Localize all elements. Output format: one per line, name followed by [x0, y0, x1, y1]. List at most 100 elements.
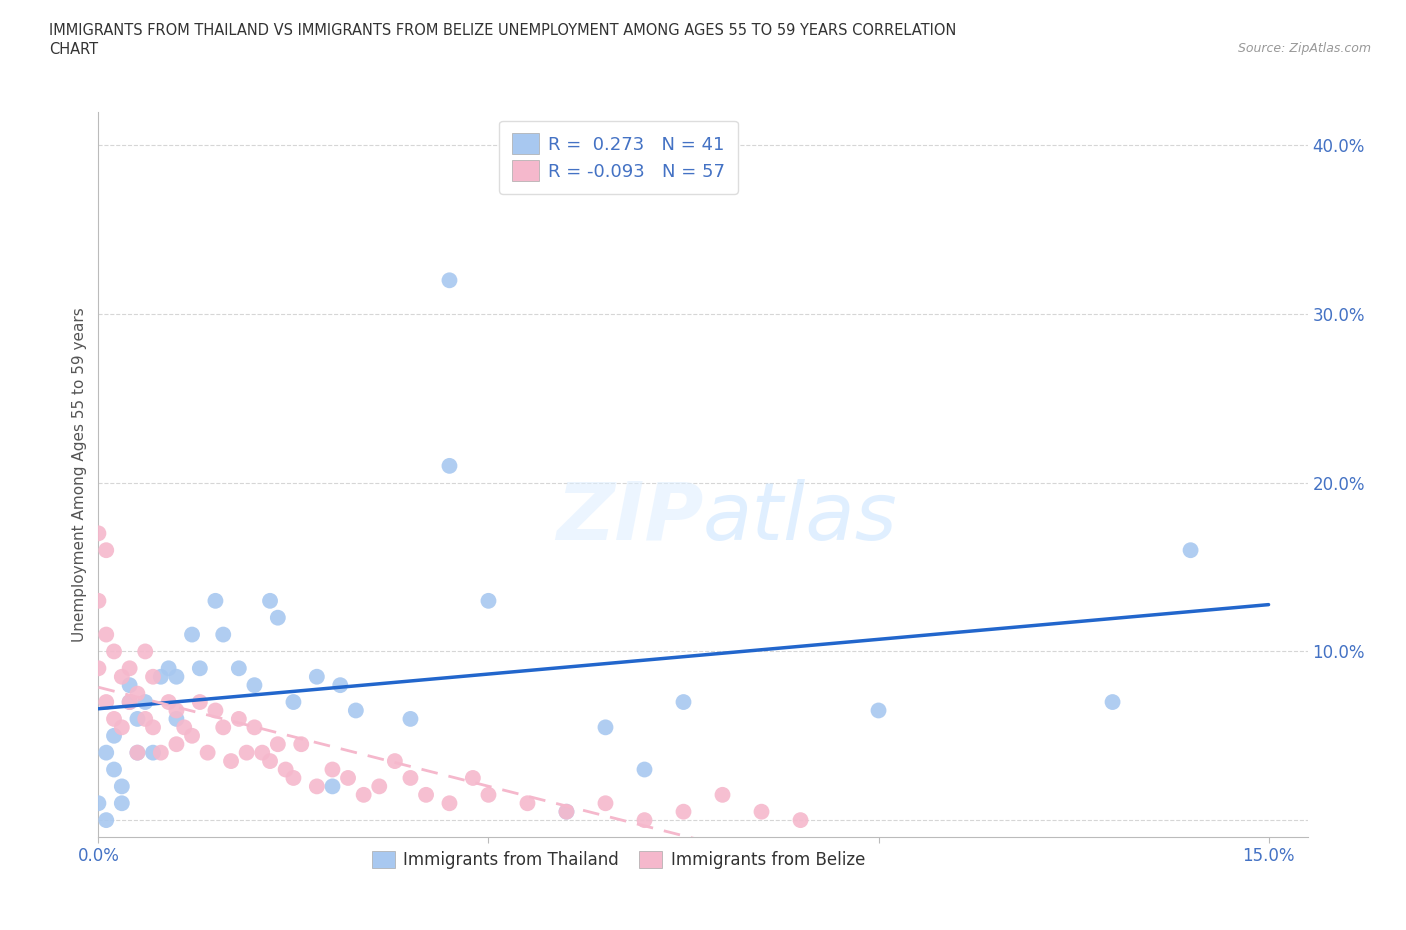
- Point: [672, 695, 695, 710]
- Point: [127, 711, 149, 726]
- Point: [142, 720, 165, 735]
- Point: [595, 720, 617, 735]
- Point: [188, 695, 211, 710]
- Point: [344, 703, 367, 718]
- Point: [274, 762, 297, 777]
- Point: [127, 745, 149, 760]
- Point: [165, 711, 187, 726]
- Point: [181, 627, 204, 642]
- Point: [633, 813, 655, 828]
- Point: [555, 804, 578, 819]
- Text: atlas: atlas: [703, 479, 898, 557]
- Point: [555, 804, 578, 819]
- Point: [477, 788, 499, 803]
- Point: [165, 737, 187, 751]
- Point: [228, 661, 250, 676]
- Point: [118, 678, 141, 693]
- Point: [868, 703, 890, 718]
- Point: [149, 745, 172, 760]
- Point: [219, 753, 242, 768]
- Point: [87, 525, 110, 540]
- Point: [290, 737, 312, 751]
- Point: [305, 670, 328, 684]
- Point: [118, 695, 141, 710]
- Point: [165, 670, 187, 684]
- Point: [399, 711, 422, 726]
- Point: [142, 745, 165, 760]
- Point: [267, 610, 290, 625]
- Point: [751, 804, 773, 819]
- Point: [111, 670, 134, 684]
- Point: [111, 779, 134, 794]
- Point: [157, 661, 180, 676]
- Point: [283, 771, 305, 786]
- Point: [305, 779, 328, 794]
- Point: [149, 670, 172, 684]
- Point: [711, 788, 734, 803]
- Y-axis label: Unemployment Among Ages 55 to 59 years: Unemployment Among Ages 55 to 59 years: [72, 307, 87, 642]
- Point: [118, 695, 141, 710]
- Point: [127, 745, 149, 760]
- Point: [243, 678, 266, 693]
- Point: [96, 745, 118, 760]
- Point: [337, 771, 360, 786]
- Point: [228, 711, 250, 726]
- Point: [415, 788, 437, 803]
- Point: [127, 686, 149, 701]
- Point: [353, 788, 375, 803]
- Point: [516, 796, 538, 811]
- Point: [259, 753, 281, 768]
- Point: [235, 745, 257, 760]
- Point: [789, 813, 811, 828]
- Point: [142, 670, 165, 684]
- Point: [321, 779, 343, 794]
- Point: [212, 720, 235, 735]
- Point: [134, 695, 156, 710]
- Point: [477, 593, 499, 608]
- Point: [252, 745, 274, 760]
- Point: [96, 695, 118, 710]
- Text: CHART: CHART: [49, 42, 98, 57]
- Point: [87, 796, 110, 811]
- Point: [1101, 695, 1123, 710]
- Point: [439, 272, 461, 287]
- Point: [103, 762, 125, 777]
- Point: [439, 796, 461, 811]
- Point: [103, 644, 125, 658]
- Point: [134, 644, 156, 658]
- Point: [267, 737, 290, 751]
- Point: [595, 796, 617, 811]
- Text: IMMIGRANTS FROM THAILAND VS IMMIGRANTS FROM BELIZE UNEMPLOYMENT AMONG AGES 55 TO: IMMIGRANTS FROM THAILAND VS IMMIGRANTS F…: [49, 23, 956, 38]
- Point: [96, 543, 118, 558]
- Point: [103, 728, 125, 743]
- Point: [672, 804, 695, 819]
- Point: [103, 711, 125, 726]
- Point: [329, 678, 352, 693]
- Point: [157, 695, 180, 710]
- Point: [259, 593, 281, 608]
- Point: [188, 661, 211, 676]
- Point: [118, 661, 141, 676]
- Point: [321, 762, 343, 777]
- Point: [87, 593, 110, 608]
- Point: [283, 695, 305, 710]
- Point: [173, 720, 195, 735]
- Point: [111, 720, 134, 735]
- Point: [165, 703, 187, 718]
- Point: [111, 796, 134, 811]
- Point: [204, 593, 226, 608]
- Point: [1180, 543, 1202, 558]
- Point: [96, 813, 118, 828]
- Point: [134, 711, 156, 726]
- Point: [96, 627, 118, 642]
- Point: [197, 745, 219, 760]
- Text: Source: ZipAtlas.com: Source: ZipAtlas.com: [1237, 42, 1371, 55]
- Text: ZIP: ZIP: [555, 479, 703, 557]
- Point: [87, 661, 110, 676]
- Point: [368, 779, 391, 794]
- Point: [439, 458, 461, 473]
- Legend: Immigrants from Thailand, Immigrants from Belize: Immigrants from Thailand, Immigrants fro…: [366, 844, 872, 876]
- Point: [181, 728, 204, 743]
- Point: [212, 627, 235, 642]
- Point: [399, 771, 422, 786]
